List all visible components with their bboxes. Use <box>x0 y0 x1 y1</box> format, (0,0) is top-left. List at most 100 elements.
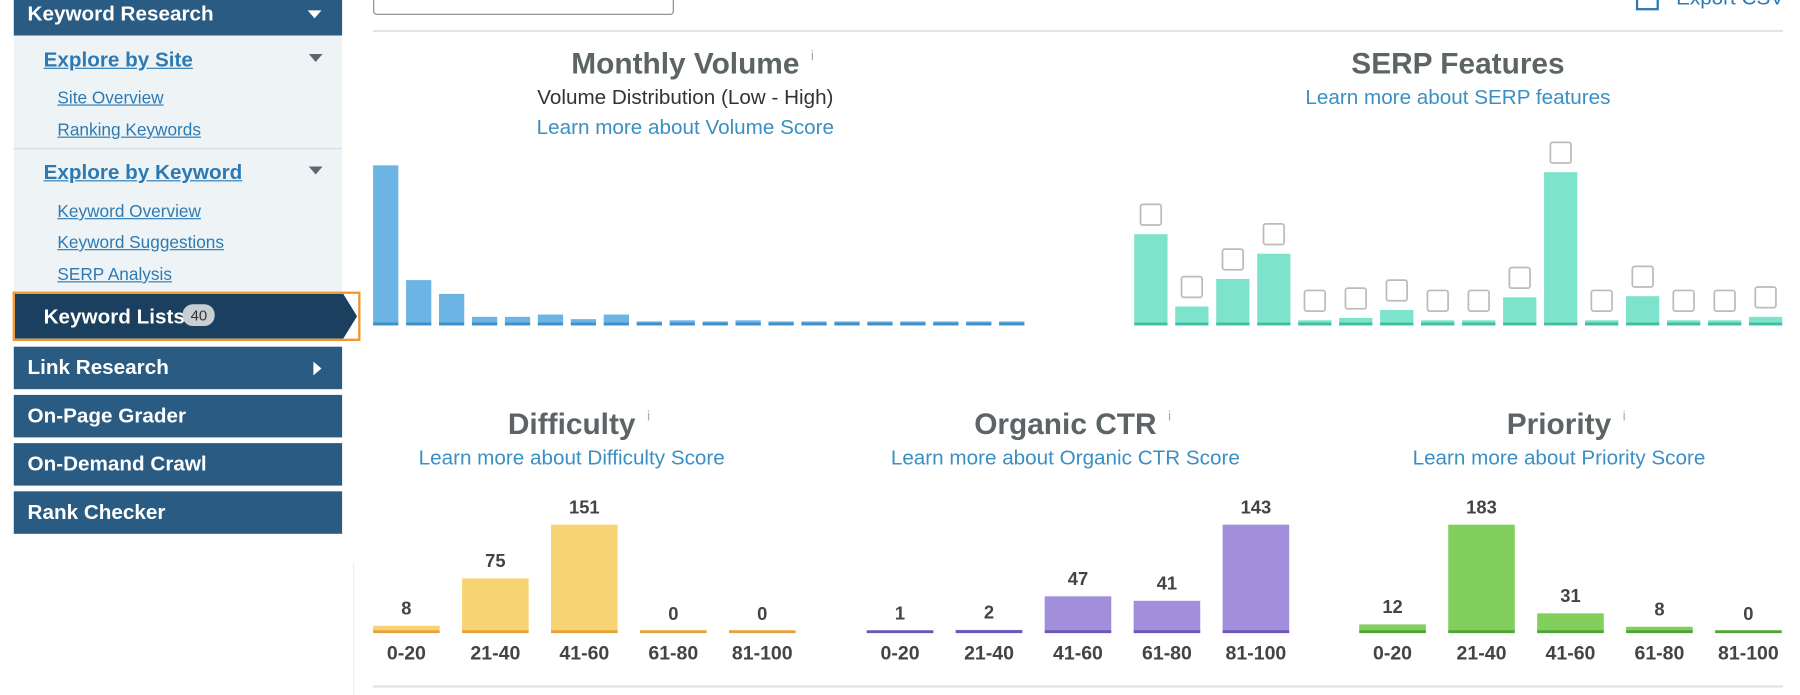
search-input[interactable] <box>373 0 674 15</box>
x-tick-label: 0-20 <box>1373 643 1412 665</box>
x-tick-label: 61-80 <box>1634 643 1684 665</box>
learn-more-link[interactable]: Learn more about SERP features <box>1305 86 1610 109</box>
bar <box>1544 172 1578 324</box>
value-label: 12 <box>1382 596 1402 617</box>
bar-baseline <box>1748 322 1783 326</box>
bar-baseline <box>1585 322 1619 326</box>
bar-baseline <box>1448 630 1515 634</box>
bar-baseline <box>406 322 432 326</box>
bar <box>1175 306 1209 324</box>
bar <box>1216 278 1250 324</box>
bar <box>1667 320 1701 324</box>
export-icon <box>1635 0 1659 11</box>
bar-baseline <box>1175 322 1209 326</box>
bar <box>1537 613 1604 632</box>
nav-explore-by-site[interactable]: Explore by Site <box>43 48 193 72</box>
nav-on-page-grader[interactable]: On-Page Grader <box>13 394 343 438</box>
nav-rank-checker[interactable]: Rank Checker <box>13 491 343 534</box>
value-label: 183 <box>1466 496 1497 517</box>
feature-icon <box>1631 265 1654 288</box>
bar <box>438 293 465 324</box>
bar <box>603 314 629 324</box>
bar-baseline <box>1462 322 1496 326</box>
bar-baseline <box>1222 630 1290 634</box>
bar-baseline <box>866 630 934 634</box>
feature-icon <box>1344 287 1367 310</box>
bar <box>504 316 531 324</box>
x-tick-label: 81-100 <box>1718 643 1779 665</box>
nav-label: Keyword Research <box>27 2 214 26</box>
bar-baseline <box>834 322 860 326</box>
bar <box>471 316 498 324</box>
bar-baseline <box>438 322 465 326</box>
nav-keyword-suggestions[interactable]: Keyword Suggestions <box>57 233 224 253</box>
bar-baseline <box>1421 322 1455 326</box>
x-tick-label: 0-20 <box>881 643 920 665</box>
bar-baseline <box>462 630 529 634</box>
x-tick-label: 81-100 <box>1226 643 1287 665</box>
nav-serp-analysis[interactable]: SERP Analysis <box>57 265 172 285</box>
nav-ranking-keywords[interactable]: Ranking Keywords <box>57 120 201 141</box>
bar <box>1380 309 1414 324</box>
feature-icon <box>1590 289 1613 312</box>
bar <box>1748 316 1783 324</box>
learn-more-link[interactable]: Learn more about Volume Score <box>537 116 834 139</box>
chart-title: Difficulty <box>508 408 636 441</box>
bar-baseline <box>1339 322 1373 326</box>
bar <box>1503 297 1537 324</box>
learn-more-link[interactable]: Learn more about Priority Score <box>1413 447 1706 470</box>
bar-baseline <box>1298 322 1332 326</box>
bar-baseline <box>1359 630 1426 634</box>
nav-site-overview[interactable]: Site Overview <box>57 88 164 108</box>
bar <box>1044 596 1112 632</box>
bar <box>1626 626 1693 632</box>
nav-label: Link Research <box>27 355 169 379</box>
feature-icon <box>1672 289 1695 312</box>
value-label: 2 <box>984 602 994 623</box>
bar-baseline <box>669 322 695 326</box>
feature-icon <box>1713 289 1736 312</box>
value-label: 0 <box>668 603 678 624</box>
nav-keyword-research[interactable]: Keyword Research <box>13 0 343 36</box>
x-tick-label: 41-60 <box>1053 643 1103 665</box>
learn-more-link[interactable]: Learn more about Difficulty Score <box>419 447 725 470</box>
feature-icon <box>1221 248 1245 271</box>
feature-icon <box>1426 289 1449 312</box>
value-label: 41 <box>1157 573 1177 594</box>
nav-explore-by-keyword[interactable]: Explore by Keyword <box>43 160 243 184</box>
chart-subtitle: Volume Distribution (Low - High) <box>537 86 833 109</box>
bar <box>1298 320 1332 324</box>
bar-baseline <box>1216 322 1250 326</box>
caret <box>308 53 323 62</box>
bar <box>570 319 597 324</box>
x-tick-label: 81-100 <box>732 643 793 665</box>
value-label: 143 <box>1241 496 1272 517</box>
divider <box>13 148 343 150</box>
nav-keyword-overview[interactable]: Keyword Overview <box>57 202 201 222</box>
bar-baseline <box>1380 322 1414 326</box>
bar-baseline <box>966 322 992 326</box>
bar-baseline <box>1537 630 1604 634</box>
nav-link-research[interactable]: Link Research <box>13 346 343 390</box>
value-label: 8 <box>1654 599 1664 620</box>
bar <box>1134 234 1168 324</box>
value-label: 47 <box>1068 568 1088 589</box>
bar-baseline <box>801 322 827 326</box>
export-link[interactable]: Export CSV <box>1676 0 1784 10</box>
bar <box>406 280 432 324</box>
value-label: 8 <box>401 598 411 619</box>
nav-label: On-Demand Crawl <box>27 452 207 476</box>
chart-title: Priority <box>1507 408 1612 441</box>
bar-baseline <box>1626 322 1660 326</box>
feature-icon <box>1385 279 1408 302</box>
nav-keyword-lists[interactable]: Keyword Lists <box>43 305 185 329</box>
learn-more-link[interactable]: Learn more about Organic CTR Score <box>891 447 1240 470</box>
bar <box>1626 296 1660 324</box>
feature-icon <box>1754 286 1777 309</box>
bar-baseline <box>955 630 1023 634</box>
caret <box>308 166 323 175</box>
nav-on-demand-crawl[interactable]: On-Demand Crawl <box>13 443 343 486</box>
info-icon: i <box>811 48 814 63</box>
